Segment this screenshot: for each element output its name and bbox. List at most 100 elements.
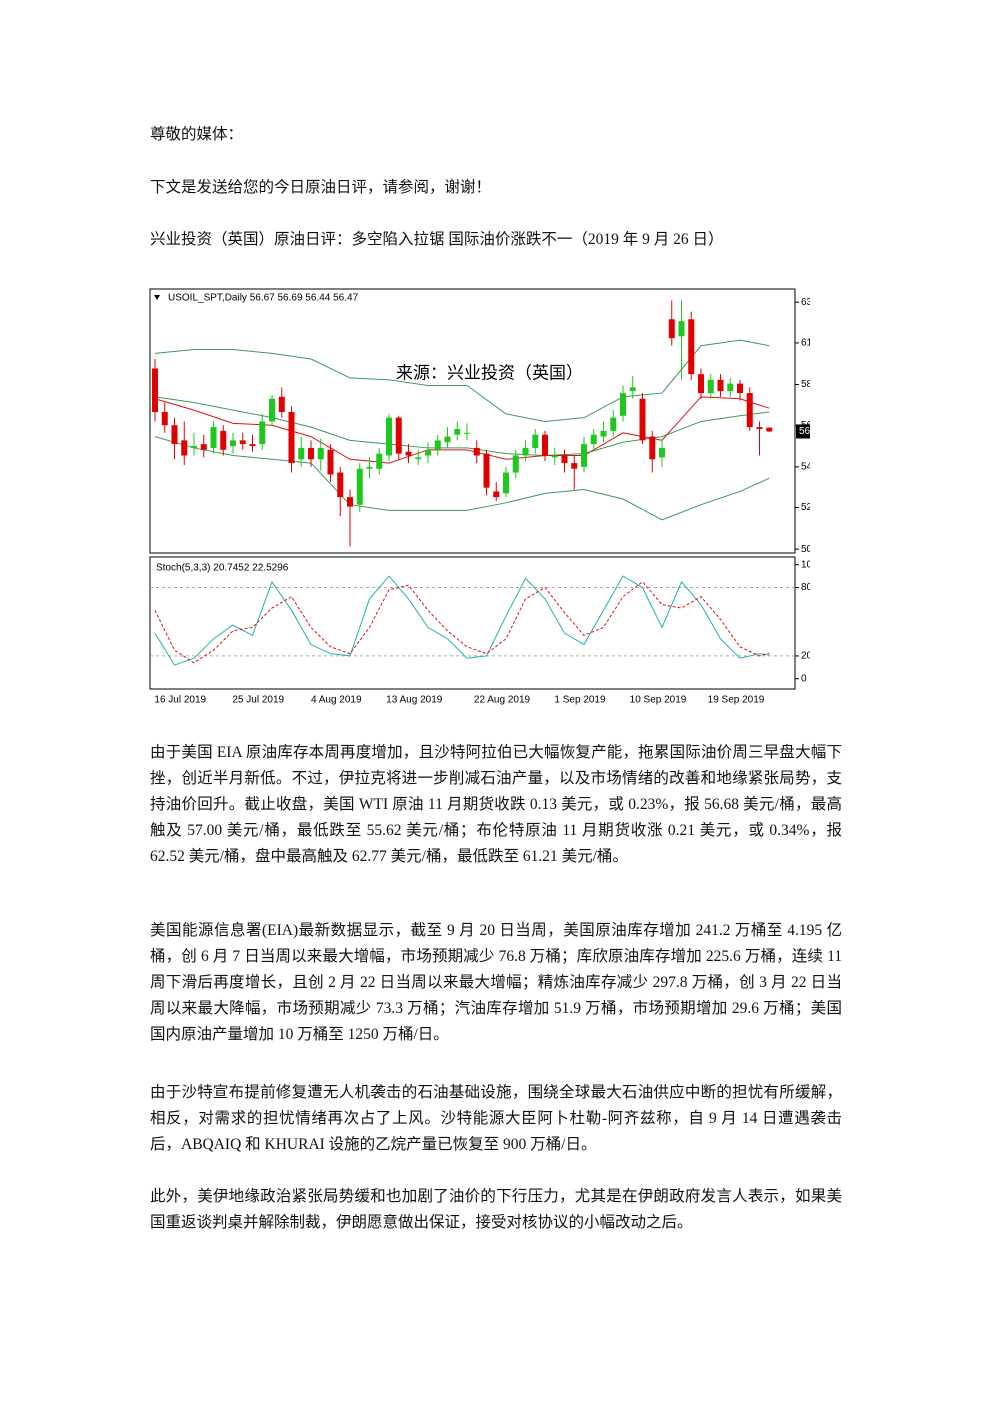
candle-body (756, 427, 763, 430)
candle-body (337, 472, 344, 498)
y-tick-label: 100 (801, 559, 810, 570)
y-tick-label: 0 (801, 673, 807, 684)
intro: 下文是发送给您的今日原油日评，请参阅，谢谢！ (150, 179, 492, 196)
candle-body (737, 383, 743, 394)
y-tick-label: 54.60 (801, 461, 810, 472)
y-tick-label: 20 (801, 651, 810, 662)
candle-body (473, 447, 480, 456)
x-tick-label: 10 Sep 2019 (630, 695, 687, 706)
candle-body (590, 434, 597, 445)
candle-body (278, 396, 285, 412)
candle-body (620, 393, 626, 416)
candle-body (347, 497, 353, 507)
candle-body (259, 421, 266, 445)
candle-body (152, 368, 158, 412)
watermark: 来源：兴业投资（英国） (396, 363, 583, 382)
candle-body (512, 455, 519, 473)
candle-body (269, 398, 275, 422)
candle-body (210, 427, 217, 448)
chart: 16 Jul 2019 25 Jul 2019 4 Aug 2019 13 Aug 2… (149, 288, 810, 706)
candle-body (551, 455, 558, 458)
candle-body (386, 417, 392, 456)
candle-body (746, 393, 753, 428)
candle-body (600, 430, 607, 437)
current-price: 56.47 (799, 426, 810, 437)
indicator-line (154, 396, 770, 457)
candle-body (610, 417, 617, 431)
candle-body (698, 374, 704, 394)
candle-body (356, 468, 363, 505)
candle-body (454, 429, 461, 435)
y-tick-label: 58.95 (801, 379, 810, 390)
candle-body (717, 379, 724, 392)
candle-body (171, 425, 178, 445)
candle-body (464, 432, 470, 434)
indicator-line (154, 575, 770, 666)
x-tick-label: 16 Jul 2019 (154, 695, 206, 706)
indicator-line (154, 396, 770, 464)
candle-body (249, 444, 256, 447)
candle-body (532, 434, 539, 448)
x-tick-label: 19 Sep 2019 (708, 695, 765, 706)
candle-body (649, 436, 656, 460)
title: 兴业投资（英国）原油日评：多空陷入拉锯 国际油价涨跌不一（2019 年 9 月 … (150, 231, 724, 248)
candle-body (220, 430, 227, 450)
paragraph: 由于美国 EIA 原油库存本周再度增加，且沙特阿拉伯已大幅恢复产能，拖累国际油价… (150, 744, 842, 865)
candle-body (308, 447, 314, 460)
candle-body (561, 455, 568, 464)
x-tick-label: 25 Jul 2019 (232, 695, 284, 706)
candle-body (707, 379, 714, 394)
candle-body (444, 436, 451, 443)
indicator-line (154, 436, 770, 521)
candle-body (434, 440, 441, 450)
candle-body (415, 457, 422, 460)
candle-body (425, 449, 431, 456)
greeting: 尊敬的媒体： (150, 126, 244, 143)
candle-body (395, 417, 402, 454)
x-tick-label: 1 Sep 2019 (554, 695, 606, 706)
menu-triangle (154, 295, 160, 300)
candle-body (483, 453, 490, 488)
candle-body (659, 447, 665, 458)
candle-body (542, 434, 548, 456)
candle-body (629, 387, 636, 392)
candle-body (191, 446, 197, 448)
candle-body (376, 453, 383, 469)
chart-header: Stoch(5,3,3) 20.7452 22.5296 (156, 563, 289, 574)
candle-body (317, 447, 324, 460)
candle-body (230, 440, 236, 447)
indicator-line (154, 339, 770, 422)
candle-body (288, 411, 295, 464)
candle-body (678, 321, 685, 337)
candle-body (727, 383, 734, 392)
candle-body (668, 319, 675, 339)
x-tick-label: 22 Aug 2019 (474, 695, 531, 706)
paragraph: 此外，美伊地缘政治紧张局势缓和也加剧了油价的下行压力，尤其是在伊朗政府发言人表示… (150, 1188, 842, 1231)
stoch-frame (149, 556, 796, 690)
paragraph: 由于沙特宣布提前修复遭无人机袭击的石油基础设施，围绕全球最大石油供应中断的担忧有… (150, 1084, 842, 1153)
candle-body (766, 427, 773, 432)
candle-body (639, 398, 646, 441)
y-tick-label: 80 (801, 582, 810, 593)
indicator-line (154, 581, 770, 664)
candle-body (581, 444, 587, 467)
y-tick-label: 52.45 (801, 502, 810, 513)
candle-body (161, 411, 168, 426)
candle-body (181, 440, 188, 456)
candle-body (522, 447, 529, 456)
paragraph: 美国能源信息署(EIA)最新数据显示，截至 9 月 20 日当周，美国原油库存增… (150, 922, 842, 1043)
candle-body (239, 440, 246, 445)
x-tick-label: 4 Aug 2019 (311, 695, 362, 706)
candle-body (366, 466, 373, 469)
candle-body (405, 451, 412, 456)
candle-body (688, 319, 695, 375)
candle-body (571, 463, 578, 469)
candle-body (327, 449, 334, 475)
y-tick-label: 61.15 (801, 338, 810, 349)
candle-body (200, 444, 207, 450)
candle-body (493, 491, 500, 498)
candle-body (298, 447, 305, 460)
y-tick-label: 50.25 (801, 544, 810, 555)
price-frame (149, 288, 796, 554)
